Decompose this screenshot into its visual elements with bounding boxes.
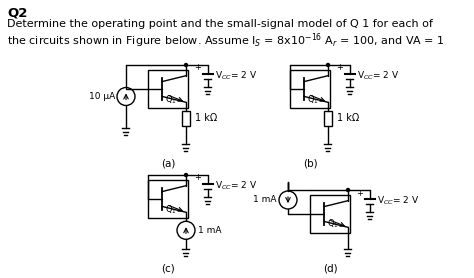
Text: 1 mA: 1 mA	[198, 226, 221, 235]
Bar	[148, 70, 188, 108]
Text: +: +	[356, 188, 363, 197]
Text: V$_{CC}$= 2 V: V$_{CC}$= 2 V	[377, 195, 419, 207]
Circle shape	[184, 63, 188, 66]
Text: the circuits shown in Figure below. Assume I$_S$ = 8x10$^{-16}$ A$_r$ = 100, and: the circuits shown in Figure below. Assu…	[7, 31, 445, 49]
Bar	[310, 195, 350, 233]
Bar	[148, 180, 188, 218]
Text: Determine the operating point and the small-signal model of Q 1 for each of: Determine the operating point and the sm…	[7, 19, 433, 29]
Text: V$_{CC}$= 2 V: V$_{CC}$= 2 V	[215, 180, 257, 192]
Text: 1 mA: 1 mA	[254, 195, 277, 205]
Text: +: +	[194, 173, 201, 182]
Text: +: +	[336, 63, 343, 73]
Text: V$_{CC}$= 2 V: V$_{CC}$= 2 V	[215, 70, 257, 82]
Text: Q$_1$: Q$_1$	[307, 93, 319, 105]
Circle shape	[184, 173, 188, 177]
Text: 1 kΩ: 1 kΩ	[195, 113, 217, 123]
Circle shape	[327, 63, 329, 66]
Text: 10 μA: 10 μA	[89, 92, 115, 101]
Text: (a): (a)	[161, 158, 175, 168]
Text: Q$_1$: Q$_1$	[165, 93, 177, 105]
Bar	[182, 111, 190, 126]
Text: Q$_1$: Q$_1$	[165, 203, 177, 215]
Bar	[290, 70, 330, 108]
Text: (c): (c)	[161, 263, 175, 273]
Text: V$_{CC}$= 2 V: V$_{CC}$= 2 V	[357, 70, 400, 82]
Circle shape	[346, 188, 349, 192]
Text: +: +	[194, 63, 201, 73]
Text: 1 kΩ: 1 kΩ	[337, 113, 359, 123]
Text: (b): (b)	[303, 158, 317, 168]
Text: Q$_1$: Q$_1$	[327, 218, 339, 230]
Text: Q2: Q2	[7, 6, 27, 19]
Bar	[324, 111, 332, 126]
Text: (d): (d)	[323, 263, 337, 273]
